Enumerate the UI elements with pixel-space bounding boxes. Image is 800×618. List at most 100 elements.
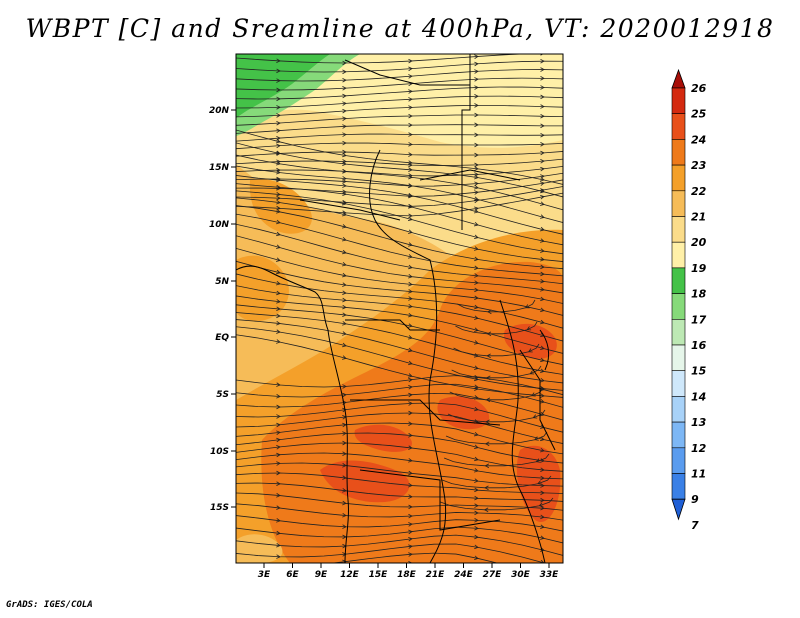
- streamline-arrow: [474, 495, 479, 501]
- streamline-arrow: [342, 304, 347, 310]
- streamline-arrow: [342, 500, 347, 506]
- streamline-arrow: [474, 280, 479, 285]
- streamline-arrow: [276, 96, 281, 102]
- streamline-arrow: [342, 355, 347, 360]
- lon-label: 6E: [286, 570, 299, 580]
- colorbar-label: 14: [691, 390, 706, 403]
- streamline-arrow: [540, 399, 545, 404]
- streamline-arrow: [342, 463, 347, 468]
- colorbar-segment: [671, 447, 686, 474]
- streamline: [236, 534, 563, 556]
- streamline-arrow: [474, 69, 479, 74]
- streamline-arrow: [342, 179, 347, 184]
- streamline-arrow: [540, 85, 545, 90]
- streamline-arrow: [342, 331, 347, 336]
- streamline-arrow: [540, 194, 545, 200]
- streamline: [236, 213, 563, 277]
- streamline-arrow: [408, 89, 413, 94]
- streamline-arrow: [540, 113, 545, 119]
- streamline: [236, 192, 563, 217]
- streamline-arrow: [276, 269, 281, 275]
- streamline-arrow: [474, 406, 479, 412]
- streamline-arrow: [474, 54, 479, 59]
- streamline-arrow: [408, 470, 413, 476]
- streamline-arrow: [342, 512, 347, 518]
- streamline-arrow: [342, 312, 347, 317]
- streamline-arrow: [342, 140, 347, 146]
- streamline-arrow: [342, 191, 347, 197]
- streamline-arrow: [276, 382, 281, 387]
- colorbar-label: 18: [691, 288, 707, 301]
- streamline-arrow: [474, 198, 479, 204]
- streamline-arrow: [540, 357, 545, 363]
- streamline: [236, 503, 563, 521]
- streamline-arrow: [529, 370, 535, 375]
- streamline-arrow: [342, 77, 347, 83]
- streamline: [236, 69, 563, 82]
- streamline-arrow: [408, 66, 413, 72]
- streamline-arrow: [276, 290, 281, 296]
- streamline: [236, 319, 563, 384]
- streamline-arrow: [408, 296, 413, 301]
- streamline-arrow: [474, 444, 479, 449]
- streamline-arrow: [408, 536, 413, 542]
- streamline: [236, 179, 563, 197]
- streamline-arrow: [474, 196, 479, 201]
- streamline-arrow: [540, 201, 545, 206]
- streamline-arrow: [342, 169, 347, 174]
- streamline: [447, 409, 546, 423]
- lat-label: 15N: [209, 163, 230, 173]
- colorbar-label: 16: [691, 339, 707, 352]
- lat-axis: 20N 15N 10N 5N EQ 5S 10S 15S: [209, 106, 236, 513]
- streamline: [236, 223, 563, 285]
- streamline-arrow: [540, 76, 545, 81]
- streamline-arrow: [408, 216, 413, 221]
- streamline: [236, 304, 563, 366]
- lat-label: 15S: [210, 503, 229, 513]
- streamline-arrow: [342, 93, 347, 99]
- streamline-arrow: [540, 547, 545, 552]
- streamline-arrow: [474, 510, 479, 516]
- colorbar-segment: [671, 113, 686, 140]
- streamline-arrow: [342, 451, 347, 456]
- streamline-arrow: [342, 422, 347, 428]
- streamline-arrow: [408, 312, 413, 318]
- streamline-arrow: [408, 561, 413, 563]
- streamline-arrow: [474, 246, 479, 251]
- streamline-arrow: [276, 554, 281, 559]
- streamline-arrow: [474, 221, 479, 227]
- streamline-arrow: [474, 265, 479, 271]
- streamline-arrow: [276, 205, 281, 211]
- streamline-arrow: [276, 530, 281, 536]
- streamlines: [236, 54, 563, 589]
- streamline-arrow: [540, 585, 544, 589]
- streamline: [236, 273, 563, 329]
- streamline-arrow: [408, 410, 413, 416]
- streamline-arrow: [408, 281, 413, 287]
- streamline-arrow: [276, 313, 281, 319]
- streamline-arrow: [474, 234, 479, 239]
- streamline: [236, 124, 563, 134]
- streamline-arrow: [408, 152, 413, 157]
- streamline: [236, 375, 563, 396]
- streamline-arrow: [408, 183, 413, 188]
- streamline-arrow: [486, 353, 491, 359]
- streamline-arrow: [276, 437, 281, 443]
- streamline: [236, 442, 563, 472]
- streamline-arrow: [540, 181, 545, 186]
- streamline: [236, 183, 563, 246]
- streamline-arrow: [408, 192, 413, 198]
- streamline-arrow: [342, 559, 347, 563]
- streamline-arrow: [408, 229, 413, 234]
- streamline: [236, 295, 563, 354]
- streamline-arrow: [474, 384, 479, 390]
- streamline-arrow: [540, 393, 545, 398]
- streamline-arrow: [408, 74, 413, 79]
- streamline-arrow: [342, 201, 347, 206]
- streamline-arrow: [408, 494, 413, 499]
- streamline-arrow: [276, 68, 281, 74]
- streamline-arrow: [408, 513, 413, 519]
- streamline-arrow: [408, 335, 413, 340]
- streamline-arrow: [342, 85, 347, 91]
